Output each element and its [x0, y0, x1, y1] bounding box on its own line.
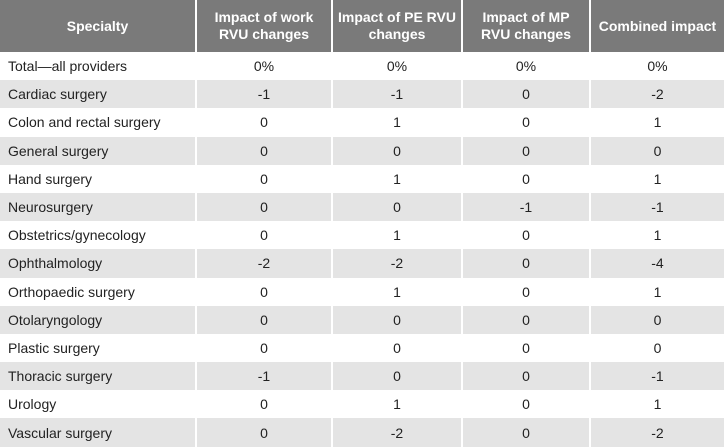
value-cell: 0: [462, 277, 591, 306]
value-cell: -2: [590, 418, 724, 447]
value-cell: -2: [332, 249, 463, 278]
table-row: Ophthalmology -2 -2 0 -4: [0, 249, 724, 278]
table-row: Colon and rectal surgery 0 1 0 1: [0, 108, 724, 137]
value-cell: 0: [332, 362, 463, 391]
value-cell: -2: [590, 80, 724, 109]
specialty-cell: Neurosurgery: [0, 192, 197, 222]
value-cell: 1: [653, 170, 662, 187]
value-cell: 0: [462, 390, 591, 419]
column-header: Specialty: [0, 0, 197, 52]
value-cell: 0: [332, 305, 463, 334]
table-row: Orthopaedic surgery 0 1 0 1: [0, 277, 724, 306]
table-row: Neurosurgery 0 0 -1 -1: [0, 192, 724, 222]
value-cell: 1: [653, 396, 662, 413]
table-row: Cardiac surgery -1 -1 0 -2: [0, 80, 724, 109]
value-cell: -2: [196, 249, 333, 278]
specialty-cell: Total—all providers: [0, 52, 197, 81]
column-header: Combined impact: [590, 0, 724, 52]
value-cell: 0: [653, 339, 662, 356]
table-row: Vascular surgery 0 -2 0 -2: [0, 418, 724, 447]
specialty-cell: Urology: [0, 390, 197, 419]
value-cell: -1: [196, 80, 333, 109]
table-row: Thoracic surgery -1 0 0 -1: [0, 362, 724, 391]
value-cell: 0: [196, 333, 333, 363]
specialty-cell: Colon and rectal surgery: [0, 108, 197, 137]
value-cell: -1: [462, 192, 591, 222]
value-cell: 0: [462, 80, 591, 109]
value-cell: -2: [332, 418, 463, 447]
value-cell: 0: [590, 305, 724, 334]
value-cell: 0: [462, 362, 591, 391]
value-cell: 1: [332, 164, 463, 193]
value-cell: 1: [332, 221, 463, 250]
value-cell: 0: [332, 333, 463, 363]
value-cell: 0: [462, 221, 591, 250]
column-header: Impact of MP RVU changes: [462, 0, 591, 52]
value-cell: 1: [332, 108, 463, 137]
value-cell: 1: [653, 227, 662, 244]
specialty-cell: Ophthalmology: [0, 249, 197, 278]
value-cell: 0: [196, 164, 333, 193]
value-cell: 1: [653, 114, 662, 131]
value-cell: 0: [462, 108, 591, 137]
value-cell: 0: [196, 221, 333, 250]
value-cell: -4: [590, 249, 724, 278]
value-cell: 0%: [647, 58, 668, 75]
value-cell: 0: [196, 390, 333, 419]
value-cell: 1: [332, 390, 463, 419]
table-row: Plastic surgery 0 0 0 0: [0, 333, 724, 363]
value-cell: 0: [462, 249, 591, 278]
value-cell: 0: [196, 277, 333, 306]
table-row: Obstetrics/gynecology 0 1 0 1: [0, 221, 724, 250]
specialty-cell: General surgery: [0, 136, 197, 165]
value-cell: 0: [462, 333, 591, 363]
column-header: Impact of PE RVU changes: [332, 0, 463, 52]
value-cell: 0: [196, 108, 333, 137]
value-cell: -1: [590, 192, 724, 222]
value-cell: 0: [332, 192, 463, 222]
value-cell: 0: [196, 418, 333, 447]
table-row: Urology 0 1 0 1: [0, 390, 724, 419]
value-cell: 0: [332, 136, 463, 165]
value-cell: -1: [332, 80, 463, 109]
specialty-cell: Obstetrics/gynecology: [0, 221, 197, 250]
value-cell: 0: [590, 136, 724, 165]
value-cell: -1: [590, 362, 724, 391]
value-cell: 0: [462, 136, 591, 165]
table-row: Total—all providers 0% 0% 0% 0%: [0, 52, 724, 81]
column-header: Impact of work RVU changes: [196, 0, 333, 52]
value-cell: 0%: [462, 52, 591, 81]
table-row: Otolaryngology 0 0 0 0: [0, 305, 724, 334]
value-cell: 0: [196, 305, 333, 334]
table-row: Hand surgery 0 1 0 1: [0, 164, 724, 193]
value-cell: 0%: [196, 52, 333, 81]
specialty-cell: Cardiac surgery: [0, 80, 197, 109]
specialty-cell: Vascular surgery: [0, 418, 197, 447]
header-row: Specialty Impact of work RVU changes Impac…: [0, 0, 724, 52]
value-cell: 0%: [332, 52, 463, 81]
table-row: General surgery 0 0 0 0: [0, 136, 724, 165]
specialty-cell: Hand surgery: [0, 164, 197, 193]
value-cell: 1: [332, 277, 463, 306]
table-body: Total—all providers 0% 0% 0% 0% Cardiac surge…: [0, 52, 724, 447]
value-cell: 1: [653, 283, 662, 300]
value-cell: -1: [196, 362, 333, 391]
specialty-cell: Plastic surgery: [0, 333, 197, 363]
value-cell: 0: [196, 136, 333, 165]
value-cell: 0: [462, 418, 591, 447]
value-cell: 0: [196, 192, 333, 222]
specialty-cell: Thoracic surgery: [0, 362, 197, 391]
specialty-cell: Otolaryngology: [0, 305, 197, 334]
value-cell: 0: [462, 305, 591, 334]
specialty-cell: Orthopaedic surgery: [0, 277, 197, 306]
value-cell: 0: [462, 164, 591, 193]
